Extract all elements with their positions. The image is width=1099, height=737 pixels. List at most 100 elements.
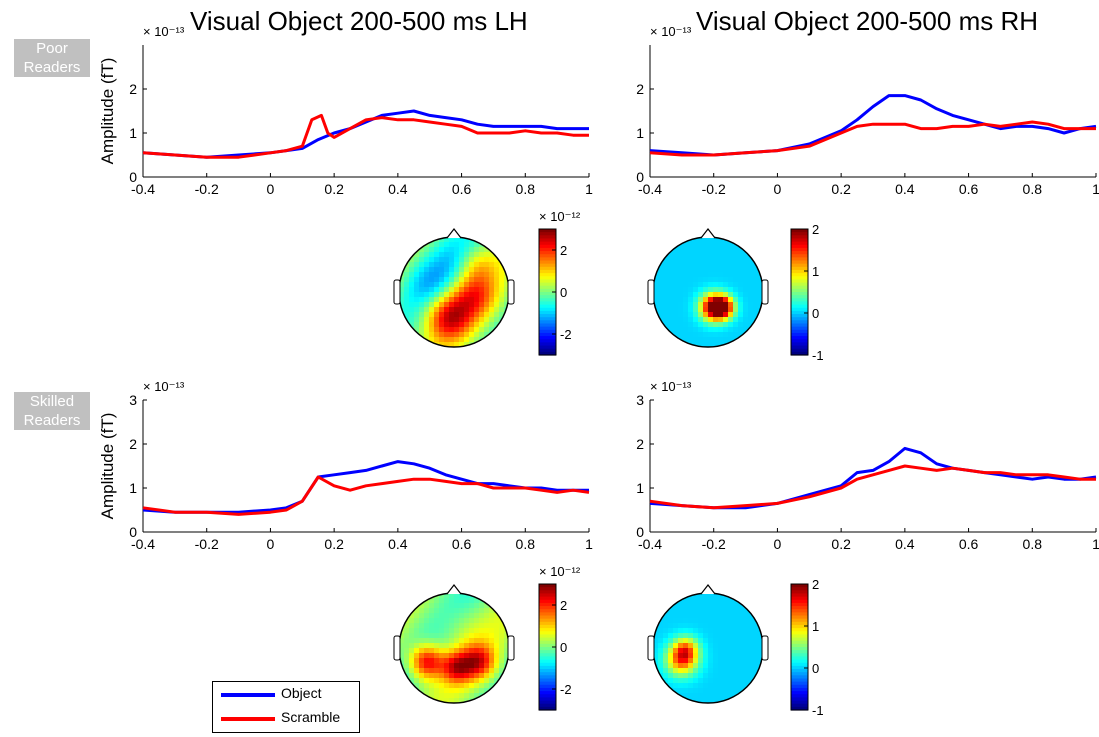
topo-cell — [658, 282, 664, 288]
topo-cell — [663, 287, 669, 293]
topo-cell — [728, 327, 734, 333]
colorbar-segment — [539, 276, 556, 280]
topo-cell — [718, 272, 724, 278]
topo-cell — [459, 267, 465, 273]
topo-cell — [738, 638, 744, 644]
topo-cell — [713, 272, 719, 278]
topo-cell — [464, 658, 470, 664]
topo-cell — [449, 327, 455, 333]
topo-cell — [399, 633, 405, 639]
topo-cell — [474, 262, 480, 268]
topo-cell — [708, 673, 714, 679]
topo-cell — [489, 287, 495, 293]
topo-cell — [683, 663, 689, 669]
topo-cell — [459, 257, 465, 263]
topo-map-skilled-rh-topo: 210-1 — [647, 577, 824, 718]
topo-cell — [439, 653, 445, 659]
topo-cell — [753, 663, 759, 669]
topo-cell — [474, 628, 480, 634]
topo-cell — [479, 658, 485, 664]
topo-cell — [703, 683, 709, 689]
topo-cell — [678, 312, 684, 318]
topo-cell — [454, 638, 460, 644]
topo-cell — [504, 302, 509, 308]
topo-cell — [683, 262, 689, 268]
topo-cell — [668, 698, 674, 703]
topo-cell — [718, 608, 724, 614]
topo-cell — [678, 688, 684, 694]
topo-cell — [494, 307, 500, 313]
topo-cell — [439, 623, 445, 629]
topo-cell — [494, 302, 500, 308]
topo-cell — [713, 317, 719, 323]
topo-cell — [414, 267, 420, 273]
topo-cell — [658, 312, 664, 318]
topo-cell — [703, 262, 709, 268]
topo-cell — [668, 262, 674, 268]
topo-cell — [653, 327, 659, 333]
topo-cell — [404, 663, 410, 669]
colorbar-segment — [539, 684, 556, 689]
colorbar-segment — [791, 615, 808, 620]
topo-cell — [449, 613, 455, 619]
topo-cell — [713, 603, 719, 609]
topo-cell — [439, 332, 445, 338]
topo-cell — [703, 252, 709, 258]
topo-cell — [738, 603, 744, 609]
colorbar-segment — [539, 232, 556, 236]
topo-cell — [703, 633, 709, 639]
topo-cell — [489, 663, 495, 669]
topo-cell — [404, 242, 410, 248]
topo-cell — [688, 317, 694, 323]
x-tick-label: 0.8 — [516, 536, 536, 552]
topo-cell — [419, 287, 425, 293]
colorbar-segment — [791, 590, 808, 595]
topo-cell — [439, 603, 445, 609]
topo-cell — [479, 698, 485, 703]
x-tick-label: 0.6 — [452, 536, 472, 552]
topo-cell — [484, 322, 490, 328]
topo-cell — [683, 613, 689, 619]
topo-cell — [703, 257, 709, 263]
topo-cell — [728, 337, 734, 343]
topo-cell — [758, 688, 763, 694]
topo-cell — [454, 317, 460, 323]
topo-cell — [429, 613, 435, 619]
topo-cell — [733, 618, 739, 624]
topo-cell — [454, 688, 460, 694]
topo-cell — [439, 668, 445, 674]
topo-cell — [673, 302, 679, 308]
topo-cell — [758, 297, 763, 303]
x-tick-label: -0.2 — [702, 181, 726, 197]
topo-cell — [429, 292, 435, 298]
topo-cell — [703, 292, 709, 298]
topo-cell — [499, 688, 505, 694]
topo-cell — [409, 663, 415, 669]
topo-cell — [464, 237, 470, 243]
row-label-skilled-readers: Skilled Readers — [14, 392, 90, 430]
topo-cell — [414, 272, 420, 278]
topo-cell — [404, 307, 410, 313]
topo-cell — [713, 332, 719, 338]
topo-cell — [469, 678, 475, 684]
topo-cell — [663, 312, 669, 318]
topo-cell — [469, 322, 475, 328]
topo-cell — [693, 247, 699, 253]
topo-cell — [733, 668, 739, 674]
topo-cell — [693, 693, 699, 699]
topo-cell — [693, 237, 699, 243]
topo-cell — [748, 623, 754, 629]
colorbar-segment — [791, 273, 808, 277]
topo-map-skilled-lh-topo: 20-2× 10⁻¹² — [393, 564, 581, 711]
topo-cell — [469, 312, 475, 318]
colorbar-segment — [539, 295, 556, 299]
y-tick-label: 2 — [129, 436, 137, 452]
topo-cell — [753, 653, 759, 659]
topo-cell — [459, 638, 465, 644]
topo-cell — [404, 648, 410, 654]
topo-cell — [678, 673, 684, 679]
topo-cell — [693, 312, 699, 318]
topo-cell — [459, 297, 465, 303]
topo-cell — [653, 237, 659, 243]
topo-cell — [698, 322, 704, 328]
